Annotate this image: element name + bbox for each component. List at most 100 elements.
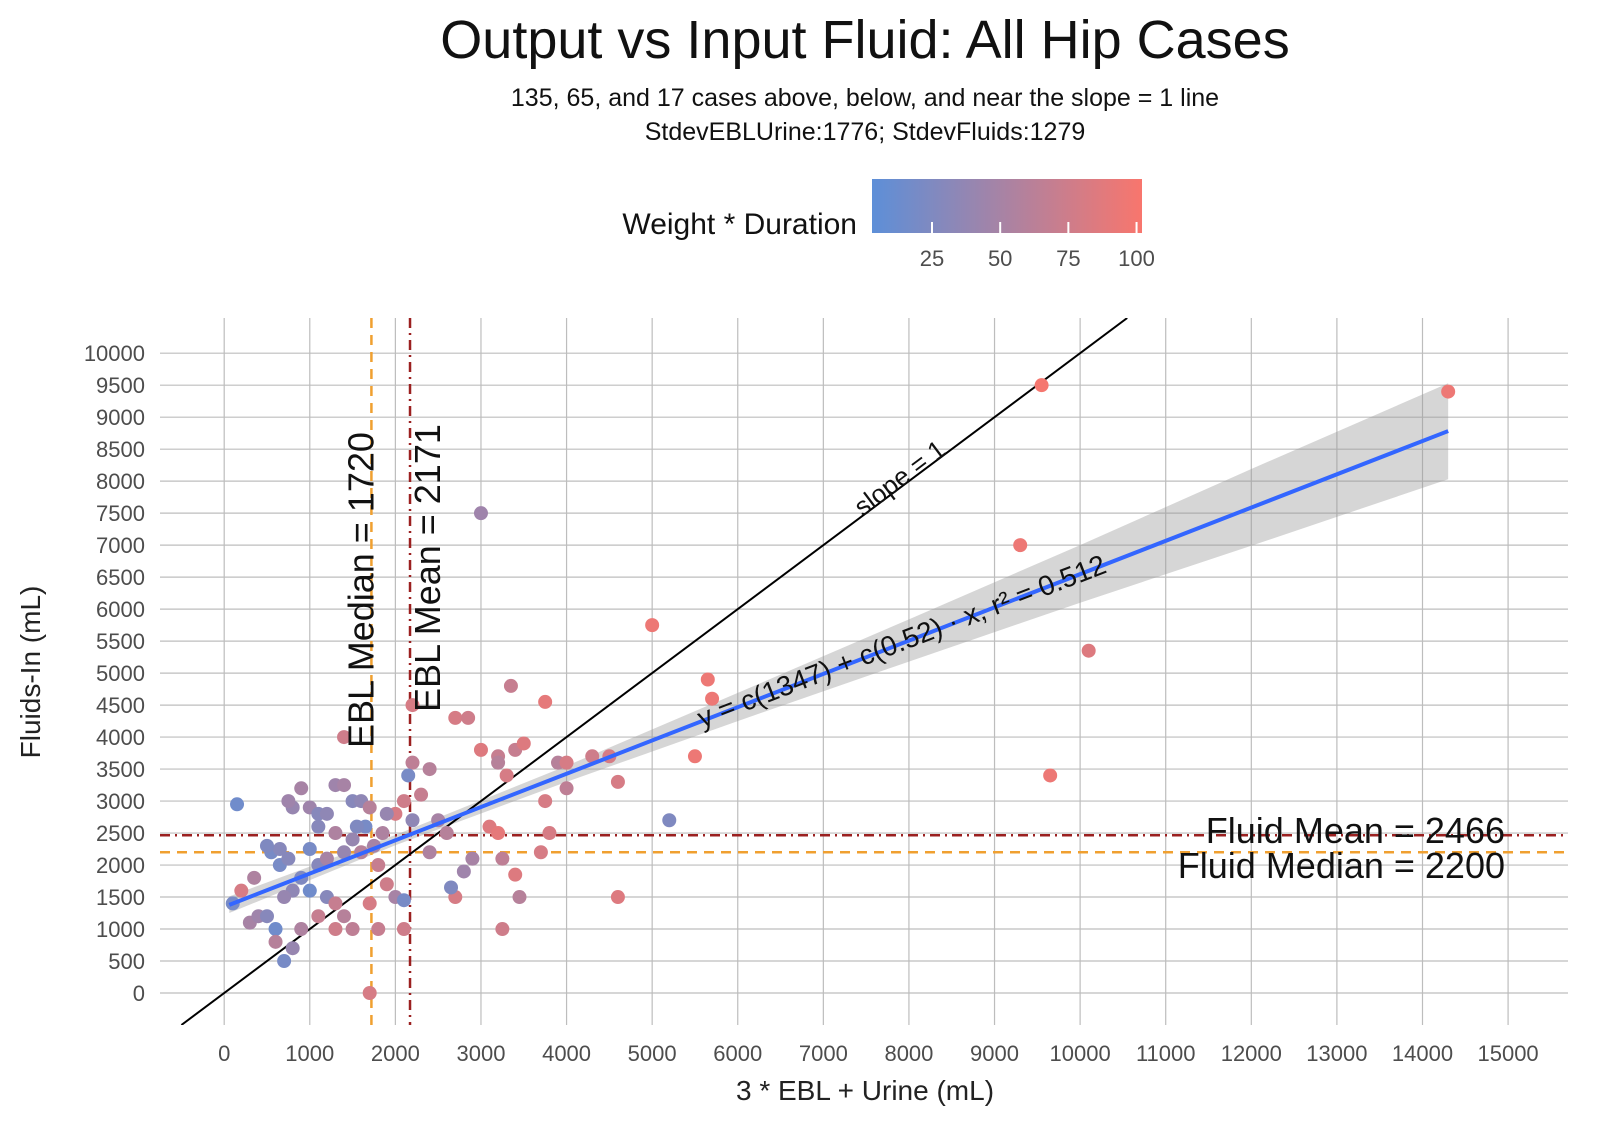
data-point: [345, 922, 360, 937]
data-point: [337, 778, 352, 793]
data-point: [328, 922, 343, 937]
x-tick-label: 4000: [542, 1041, 591, 1066]
data-point: [268, 934, 283, 949]
data-point: [1081, 643, 1096, 658]
data-point: [319, 806, 334, 821]
y-tick-label: 10000: [84, 341, 145, 366]
data-point: [422, 762, 437, 777]
data-point: [414, 787, 429, 802]
annotation: slope = 1: [848, 434, 951, 522]
data-point: [247, 870, 262, 885]
colorbar-tick-label: 25: [920, 246, 944, 271]
data-point: [311, 819, 326, 834]
data-point: [538, 794, 553, 809]
data-point: [559, 781, 574, 796]
y-tick-label: 5000: [96, 661, 145, 686]
y-tick-label: 3000: [96, 789, 145, 814]
data-point: [337, 909, 352, 924]
data-point: [473, 742, 488, 757]
data-point: [362, 986, 377, 1001]
y-axis-title: Fluids-In (mL): [15, 586, 46, 759]
y-tick-label: 6000: [96, 597, 145, 622]
x-tick-label: 8000: [884, 1041, 933, 1066]
y-tick-label: 1000: [96, 917, 145, 942]
x-tick-label: 0: [218, 1041, 230, 1066]
data-point: [302, 842, 317, 857]
confidence-band: [229, 383, 1449, 914]
data-point: [559, 755, 574, 770]
data-point: [328, 826, 343, 841]
x-tick-label: 9000: [970, 1041, 1019, 1066]
data-point: [396, 794, 411, 809]
data-point: [362, 896, 377, 911]
x-tick-label: 12000: [1221, 1041, 1282, 1066]
y-tick-label: 8500: [96, 437, 145, 462]
data-point: [499, 768, 514, 783]
plot-panel: [160, 318, 1568, 1025]
annotation: Fluid Mean = 2466: [1206, 810, 1505, 851]
data-point: [272, 842, 287, 857]
data-point: [1043, 768, 1058, 783]
data-point: [285, 941, 300, 956]
fit-line: [228, 429, 1449, 907]
data-point: [379, 877, 394, 892]
y-tick-label: 7000: [96, 533, 145, 558]
data-point: [311, 909, 326, 924]
x-tick-label: 5000: [628, 1041, 677, 1066]
data-point: [405, 755, 420, 770]
data-point: [456, 864, 471, 879]
data-point: [473, 506, 488, 521]
data-point: [294, 922, 309, 937]
y-tick-label: 4000: [96, 725, 145, 750]
y-tick-label: 8000: [96, 469, 145, 494]
legend-title: Weight * Duration: [622, 208, 857, 241]
y-tick-label: 9000: [96, 405, 145, 430]
data-point: [259, 909, 274, 924]
data-point: [645, 618, 660, 633]
chart-title: Output vs Input Fluid: All Hip Cases: [440, 10, 1289, 70]
data-point: [700, 672, 715, 687]
data-point: [319, 851, 334, 866]
data-point: [516, 736, 531, 751]
data-point: [512, 890, 527, 905]
data-point: [328, 896, 343, 911]
colorbar-tick-label: 50: [988, 246, 1012, 271]
data-point: [234, 883, 249, 898]
data-point: [508, 867, 523, 882]
x-tick-label: 3000: [456, 1041, 505, 1066]
chart-subtitle: 135, 65, and 17 cases above, below, and …: [511, 84, 1219, 112]
data-point: [277, 890, 292, 905]
x-tick-label: 14000: [1392, 1041, 1453, 1066]
x-tick-label: 2000: [371, 1041, 420, 1066]
data-point: [268, 922, 283, 937]
colorbar-tick-label: 100: [1118, 246, 1155, 271]
data-point: [503, 678, 518, 693]
x-tick-label: 11000: [1136, 1041, 1196, 1066]
data-point: [495, 922, 510, 937]
data-point: [491, 755, 506, 770]
x-axis-title: 3 * EBL + Urine (mL): [736, 1075, 994, 1106]
data-point: [337, 730, 352, 745]
annotation: EBL Mean = 2171: [407, 424, 448, 712]
y-tick-label: 4500: [96, 693, 145, 718]
data-point: [371, 922, 386, 937]
x-tick-label: 1000: [285, 1041, 334, 1066]
data-point: [259, 838, 274, 853]
data-point: [405, 813, 420, 828]
data-point: [401, 768, 416, 783]
y-tick-label: 0: [133, 981, 145, 1006]
data-point: [281, 851, 296, 866]
data-point: [533, 845, 548, 860]
data-point: [662, 813, 677, 828]
data-point: [448, 710, 463, 725]
data-point: [375, 826, 390, 841]
data-point: [1441, 384, 1456, 399]
annotation: EBL Median = 1720: [340, 432, 381, 748]
data-point: [610, 774, 625, 789]
y-tick-label: 2000: [96, 853, 145, 878]
y-tick-label: 9500: [96, 373, 145, 398]
colorbar: [872, 179, 1142, 233]
data-point: [1013, 538, 1028, 553]
